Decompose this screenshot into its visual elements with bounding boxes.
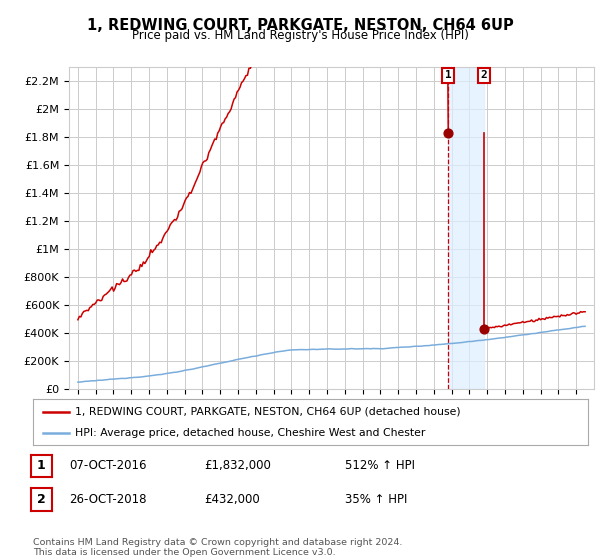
Text: 07-OCT-2016: 07-OCT-2016 [69,459,146,473]
Text: Price paid vs. HM Land Registry's House Price Index (HPI): Price paid vs. HM Land Registry's House … [131,29,469,42]
Point [443,128,452,137]
Point [479,324,489,333]
Text: 1, REDWING COURT, PARKGATE, NESTON, CH64 6UP: 1, REDWING COURT, PARKGATE, NESTON, CH64… [86,18,514,33]
Text: £1,832,000: £1,832,000 [204,459,271,473]
Text: 512% ↑ HPI: 512% ↑ HPI [345,459,415,473]
Bar [448,67,484,389]
Text: 26-OCT-2018: 26-OCT-2018 [69,493,146,506]
Text: 1: 1 [37,459,46,473]
Text: HPI: Average price, detached house, Cheshire West and Chester: HPI: Average price, detached house, Ches… [74,428,425,438]
Text: £432,000: £432,000 [204,493,260,506]
Text: 2: 2 [37,493,46,506]
Text: 1: 1 [445,71,451,81]
Text: 1, REDWING COURT, PARKGATE, NESTON, CH64 6UP (detached house): 1, REDWING COURT, PARKGATE, NESTON, CH64… [74,407,460,417]
Text: Contains HM Land Registry data © Crown copyright and database right 2024.
This d: Contains HM Land Registry data © Crown c… [33,538,403,557]
Text: 2: 2 [481,71,487,81]
Text: 35% ↑ HPI: 35% ↑ HPI [345,493,407,506]
